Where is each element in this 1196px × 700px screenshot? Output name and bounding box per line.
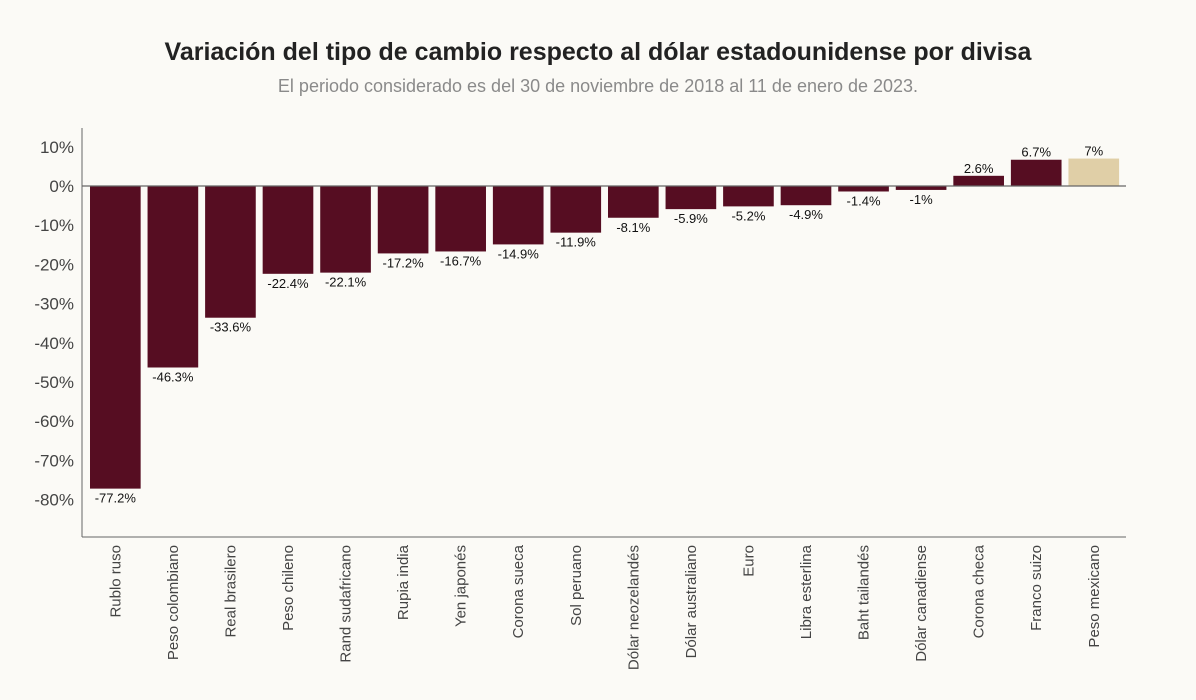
x-tick-label: Real brasilero bbox=[222, 545, 239, 638]
bar-data-label: -14.9% bbox=[498, 246, 540, 261]
x-tick-label: Franco suizo bbox=[1028, 545, 1045, 631]
bar-9 bbox=[608, 186, 659, 218]
bar-3 bbox=[262, 186, 314, 274]
bar-data-label: -22.1% bbox=[325, 275, 367, 290]
bar-data-label: -1% bbox=[910, 192, 934, 207]
bar-2 bbox=[205, 186, 256, 318]
bar-data-label: 6.7% bbox=[1021, 145, 1051, 160]
y-tick-label: 10% bbox=[40, 138, 74, 157]
bar-15 bbox=[953, 175, 1004, 186]
bar-7 bbox=[492, 186, 544, 245]
x-tick-label: Rublo ruso bbox=[107, 545, 124, 618]
bar-data-label: -46.3% bbox=[152, 369, 194, 384]
bar-data-label: -33.6% bbox=[210, 320, 252, 335]
bar-data-label: -4.9% bbox=[789, 207, 823, 222]
bar-10 bbox=[665, 186, 717, 210]
x-tick-label: Peso mexicano bbox=[1086, 545, 1103, 648]
bar-14 bbox=[895, 186, 947, 190]
chart-title: Variación del tipo de cambio respecto al… bbox=[164, 38, 1032, 66]
x-tick-label: Yen japonés bbox=[453, 545, 470, 627]
bar-data-label: 7% bbox=[1084, 144, 1103, 159]
x-tick-label: Rand sudafricano bbox=[338, 545, 355, 663]
bar-4 bbox=[320, 186, 371, 273]
x-tick-label: Dólar neozelandés bbox=[625, 545, 642, 670]
x-tick-label: Peso colombiano bbox=[165, 545, 182, 660]
bar-8 bbox=[550, 186, 602, 233]
bar-6 bbox=[435, 186, 486, 252]
bar-16 bbox=[1010, 159, 1062, 186]
bar-1 bbox=[147, 186, 199, 368]
y-tick-label: -60% bbox=[34, 412, 74, 431]
bar-data-label: -77.2% bbox=[95, 491, 137, 506]
x-tick-label: Baht tailandés bbox=[856, 545, 873, 640]
bar-data-label: -5.2% bbox=[731, 208, 765, 223]
bar-17 bbox=[1068, 158, 1120, 186]
x-tick-label: Dólar canadiense bbox=[913, 545, 930, 662]
chart-axes: 10% 0% -10% -20% -30% -40% -50% -60% -70% -80% bbox=[34, 128, 1126, 538]
bar-data-label: -11.9% bbox=[556, 235, 597, 250]
bar-data-label: -17.2% bbox=[383, 255, 425, 270]
x-tick-label: Peso chileno bbox=[280, 545, 297, 631]
chart-subtitle: El periodo considerado es del 30 de novi… bbox=[277, 76, 919, 96]
x-tick-label: Corona checa bbox=[971, 544, 988, 638]
y-tick-label: -80% bbox=[34, 491, 74, 510]
y-tick-label: -70% bbox=[34, 451, 74, 470]
chart-bars: -77.2% Rublo ruso -46.3% Peso colombiano -33… bbox=[82, 144, 1126, 670]
y-tick-label: -10% bbox=[34, 216, 74, 235]
bar-11 bbox=[723, 186, 774, 207]
bar-data-label: -5.9% bbox=[674, 211, 708, 226]
bar-data-label: -1.4% bbox=[847, 193, 881, 208]
y-tick-label: -40% bbox=[34, 334, 74, 353]
bar-12 bbox=[780, 186, 832, 206]
x-tick-label: Rupia india bbox=[395, 544, 412, 620]
x-tick-label: Dólar australiano bbox=[683, 545, 700, 658]
y-tick-label: -30% bbox=[34, 295, 74, 314]
bar-data-label: -16.7% bbox=[440, 253, 482, 268]
x-tick-label: Libra esterlina bbox=[798, 544, 815, 639]
bar-data-label: -22.4% bbox=[267, 276, 309, 291]
x-tick-label: Euro bbox=[740, 545, 757, 577]
bar-5 bbox=[377, 186, 429, 254]
x-tick-label: Corona sueca bbox=[510, 544, 527, 638]
y-tick-label: -50% bbox=[34, 373, 74, 392]
x-tick-label: Sol peruano bbox=[568, 545, 585, 626]
y-tick-label: -20% bbox=[34, 255, 74, 274]
bar-data-label: 2.6% bbox=[964, 161, 994, 176]
bar-0 bbox=[90, 186, 141, 489]
bar-data-label: -8.1% bbox=[616, 220, 650, 235]
bar-13 bbox=[838, 186, 889, 192]
y-tick-label: 0% bbox=[49, 177, 74, 196]
